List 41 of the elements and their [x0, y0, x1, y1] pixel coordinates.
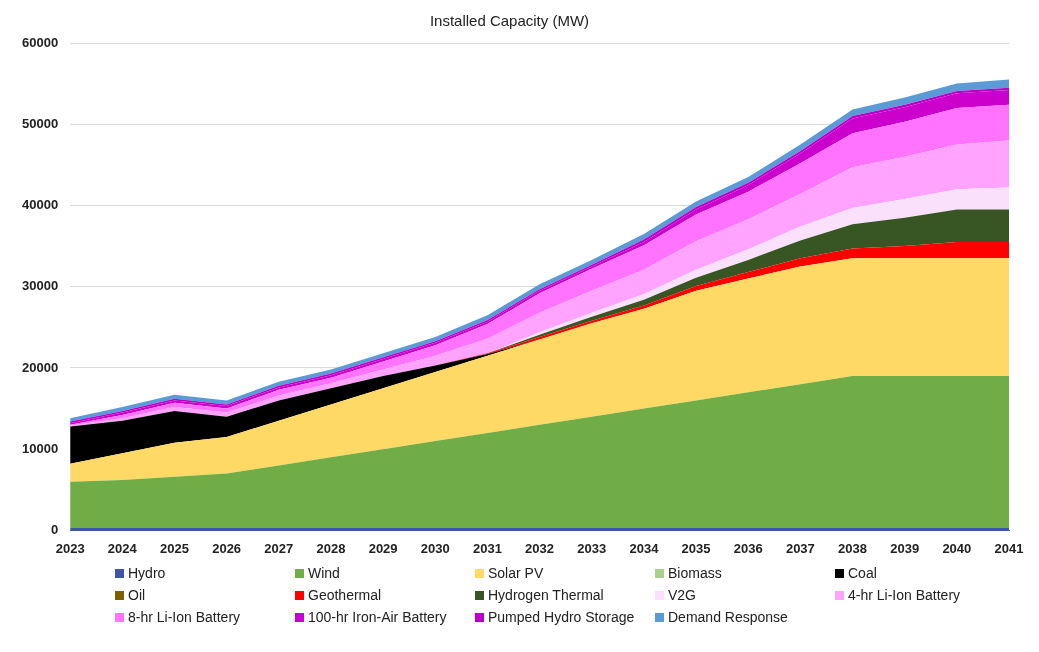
legend-label: Solar PV: [487, 565, 545, 581]
legend-label: Hydrogen Thermal: [487, 587, 605, 603]
legend-label: V2G: [667, 587, 697, 603]
legend-label: Demand Response: [667, 609, 789, 625]
x-tick-label: 2026: [212, 540, 242, 556]
x-tick-label: 2029: [368, 540, 398, 556]
x-tick-label: 2027: [264, 540, 294, 556]
y-tick-label: 50000: [21, 115, 59, 131]
x-tick-label: 2031: [472, 540, 502, 556]
y-tick-label: 20000: [21, 359, 59, 375]
x-tick-label: 2033: [577, 540, 607, 556]
legend-label: Wind: [307, 565, 341, 581]
legend-label: Geothermal: [307, 587, 383, 603]
y-tick-label: 40000: [21, 197, 59, 213]
x-tick-label: 2038: [838, 540, 867, 556]
x-tick-label: 2039: [890, 540, 920, 556]
chart-title: Installed Capacity (MW): [429, 12, 590, 30]
legend-label: 8-hr Li-Ion Battery: [127, 609, 242, 625]
legend-label: Oil: [127, 587, 147, 603]
y-tick-label: 10000: [21, 440, 59, 456]
y-tick-label: 60000: [21, 34, 59, 50]
legend-label: Biomass: [667, 565, 723, 581]
x-tick-label: 2034: [629, 540, 660, 556]
legend-label: Coal: [847, 565, 878, 581]
y-tick-label: 30000: [21, 278, 59, 294]
x-tick-label: 2037: [785, 540, 815, 556]
legend-label: Hydro: [127, 565, 167, 581]
x-tick-label: 2028: [316, 540, 346, 556]
legend-label: 4-hr Li-Ion Battery: [847, 587, 962, 603]
y-tick-label: 0: [50, 521, 59, 537]
x-tick-label: 2036: [733, 540, 763, 556]
x-tick-label: 2041: [994, 540, 1024, 556]
x-tick-label: 2040: [942, 540, 972, 556]
x-tick-label: 2035: [681, 540, 711, 556]
x-tick-label: 2025: [160, 540, 189, 556]
legend-label: 100-hr Iron-Air Battery: [307, 609, 448, 625]
x-tick-label: 2023: [55, 540, 85, 556]
x-tick-label: 2024: [107, 540, 138, 556]
x-tick-label: 2030: [420, 540, 450, 556]
legend-label: Pumped Hydro Storage: [487, 609, 636, 625]
x-tick-label: 2032: [525, 540, 555, 556]
